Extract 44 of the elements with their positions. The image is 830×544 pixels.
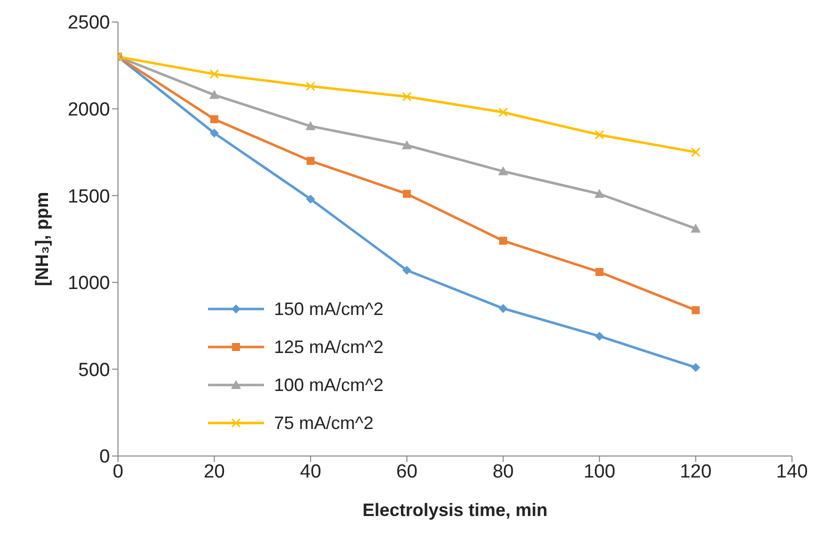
y-axis-title: [NH₃], ppm <box>32 192 52 286</box>
legend-label: 75 mA/cm^2 <box>274 412 374 434</box>
point <box>402 92 412 102</box>
point <box>209 90 220 99</box>
y-tick-label: 2500 <box>68 12 110 34</box>
point <box>594 130 604 140</box>
x-tick-label: 100 <box>584 461 616 482</box>
legend-label: 100 mA/cm^2 <box>274 374 384 396</box>
x-axis-title: Electrolysis time, min <box>362 500 548 520</box>
point <box>691 362 700 372</box>
legend-label: 150 mA/cm^2 <box>274 298 384 320</box>
point <box>498 166 508 176</box>
point <box>210 69 220 79</box>
point <box>306 156 315 165</box>
y-tick-label: 500 <box>78 360 110 381</box>
y-tick-label: 2000 <box>68 100 110 121</box>
point <box>402 140 412 150</box>
legend-label: 125 mA/cm^2 <box>274 336 384 358</box>
point <box>210 128 219 138</box>
point <box>594 188 604 198</box>
point <box>498 304 508 313</box>
point <box>594 332 604 341</box>
point <box>595 268 604 276</box>
point <box>498 108 508 118</box>
y-tick-label: 0 <box>99 446 110 468</box>
x-tick-label: 140 <box>776 461 808 482</box>
x-tick-label: 40 <box>300 461 322 482</box>
x-tick-label: 80 <box>492 461 514 482</box>
point <box>499 236 508 245</box>
x-tick-label: 0 <box>112 461 124 482</box>
x-tick-label: 60 <box>396 461 418 482</box>
point <box>306 194 316 204</box>
y-tick-label: 1000 <box>68 273 110 294</box>
point <box>690 147 700 157</box>
x-tick-label: 120 <box>680 461 712 482</box>
point <box>692 306 700 314</box>
point <box>210 115 218 124</box>
x-tick-label: 20 <box>204 461 225 482</box>
point <box>402 266 412 275</box>
point <box>690 224 701 233</box>
point <box>402 190 411 198</box>
y-tick-label: 1500 <box>68 186 110 208</box>
point <box>306 121 316 130</box>
point <box>306 81 316 91</box>
